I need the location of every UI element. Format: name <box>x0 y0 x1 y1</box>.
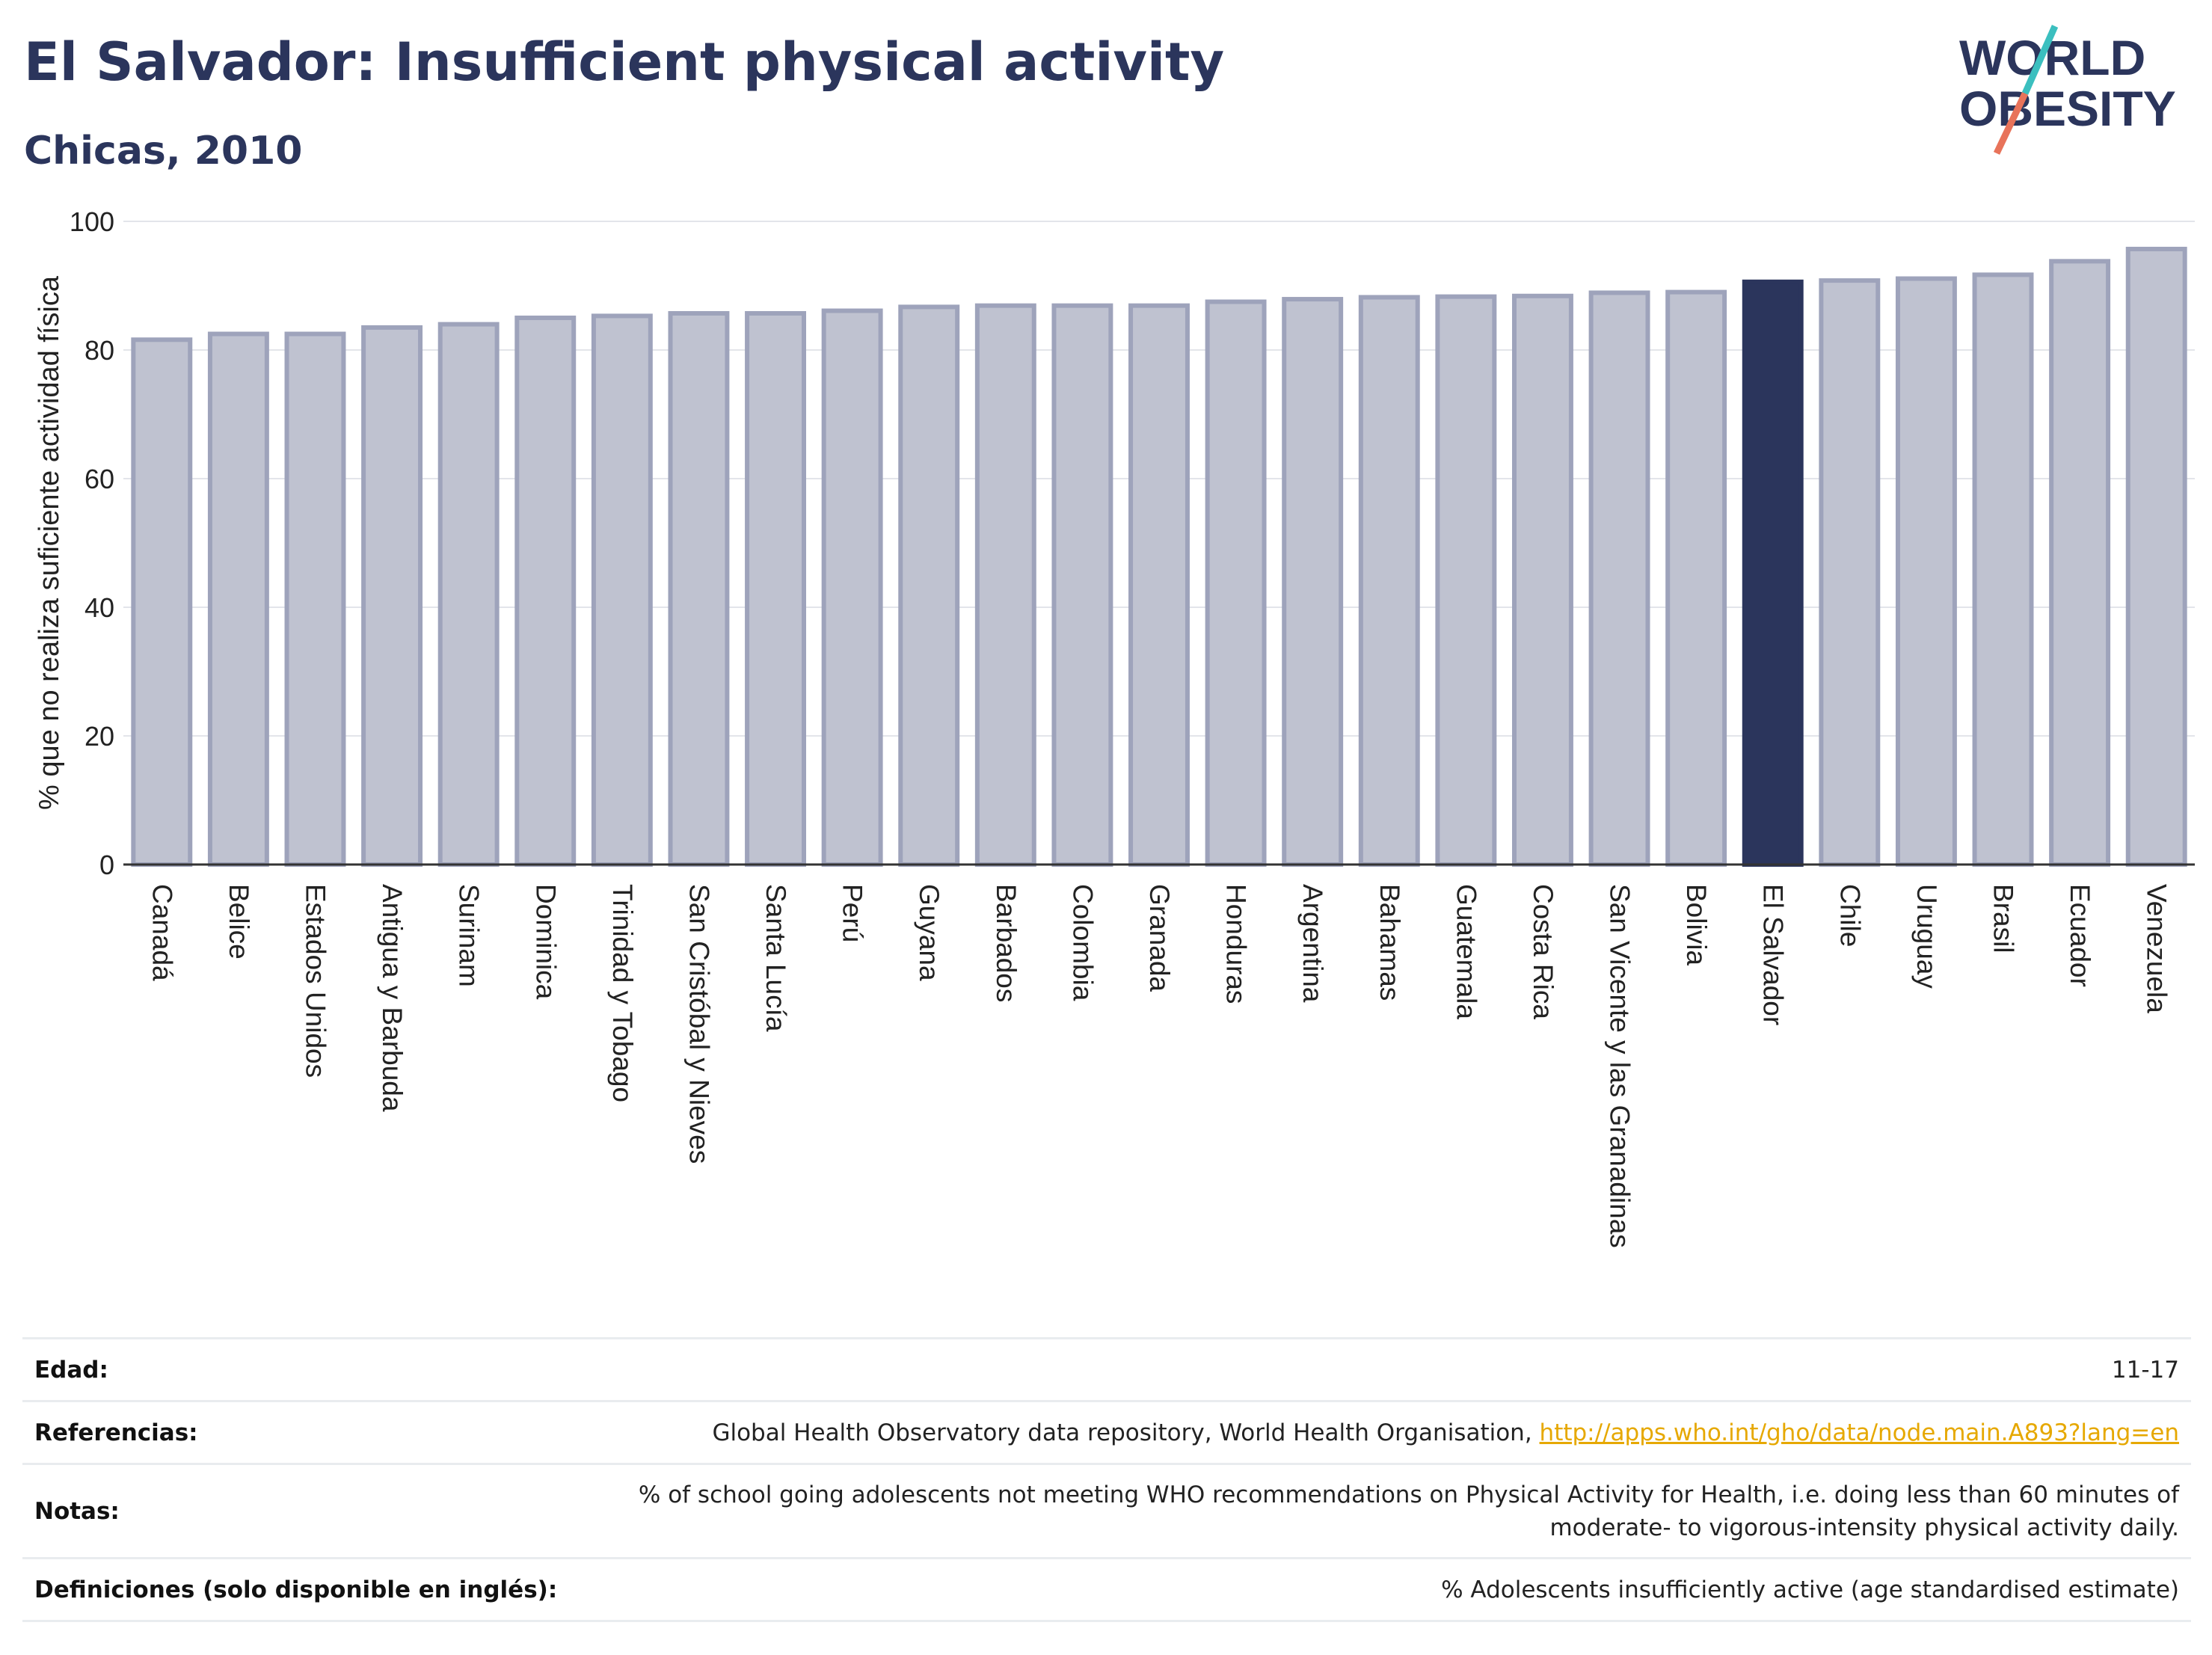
bar-chart: 0 20 40 60 80 100 Canadá Belice Estados Unidos A… <box>34 206 2195 1248</box>
bars <box>131 246 2187 868</box>
x-tick-label: Guatemala <box>1451 884 1481 1019</box>
bar <box>1435 294 1497 867</box>
bar <box>821 308 883 868</box>
info-label: Edad: <box>22 1337 570 1402</box>
bar <box>974 303 1036 868</box>
logo-slash-teal <box>2021 25 2059 95</box>
bar <box>1358 295 1420 868</box>
x-tick-label: Dominica <box>530 884 561 1000</box>
x-tick-labels: Canadá Belice Estados Unidos Antigua y Barb… <box>147 884 2172 1248</box>
x-tick-label: Costa Rica <box>1528 884 1558 1019</box>
x-tick-label: Surinam <box>454 884 485 987</box>
bar <box>207 331 269 867</box>
info-value: 11-17 <box>569 1337 2191 1402</box>
x-tick-label: Canadá <box>147 884 177 981</box>
x-tick-label: Estados Unidos <box>300 884 331 1078</box>
chart-title: El Salvador: Insufficient physical activ… <box>24 31 1225 93</box>
bar <box>131 337 193 867</box>
info-label: Referencias: <box>22 1400 570 1465</box>
bar <box>437 322 500 868</box>
logo-text-obesity: OBESITY <box>1959 81 2176 136</box>
info-label: Notas: <box>22 1463 570 1559</box>
bar <box>1819 278 1881 867</box>
info-label: Definiciones (solo disponible en inglés)… <box>22 1557 570 1622</box>
x-tick-label: San Vicente y las Granadinas <box>1605 884 1635 1248</box>
x-tick-label: Ecuador <box>2065 884 2095 987</box>
info-row: Edad: 11-17 <box>22 1337 2191 1402</box>
info-row: Referencias: Global Health Observatory da… <box>22 1400 2191 1465</box>
info-value: Global Health Observatory data repositor… <box>569 1400 2191 1465</box>
bar <box>591 313 653 868</box>
y-tick-label: 80 <box>85 335 114 366</box>
bar <box>1205 299 1267 867</box>
x-tick-label: Trinidad y Tobago <box>607 884 638 1102</box>
x-tick-label: Antigua y Barbuda <box>377 884 408 1112</box>
y-tick-label: 60 <box>85 464 114 494</box>
x-tick-label: Uruguay <box>1911 884 1942 989</box>
bar <box>514 316 577 867</box>
x-tick-label: Colombia <box>1067 884 1098 1001</box>
x-tick-label: Chile <box>1834 884 1865 947</box>
x-tick-label: Honduras <box>1221 884 1252 1004</box>
x-tick-label: Venezuela <box>2142 884 2172 1013</box>
bar <box>284 331 346 867</box>
y-tick-label: 100 <box>70 206 114 237</box>
info-value: % Adolescents insufficiently active (age… <box>569 1557 2191 1622</box>
bar <box>1128 303 1190 868</box>
x-tick-label: Santa Lucía <box>761 884 791 1032</box>
y-tick-label: 0 <box>99 850 114 880</box>
bar <box>1895 276 1957 868</box>
x-tick-label: Brasil <box>1988 884 2019 954</box>
info-table: Edad: 11-17 Referencias: Global Health Obse… <box>22 1337 2191 1622</box>
x-tick-label: Belice <box>224 884 254 959</box>
bar <box>1972 272 2034 867</box>
y-tick-label: 40 <box>85 592 114 623</box>
bar <box>361 325 423 867</box>
info-row: Definiciones (solo disponible en inglés)… <box>22 1557 2191 1622</box>
reference-link[interactable]: http://apps.who.int/gho/data/node.main.A… <box>1539 1419 2179 1446</box>
bar <box>1588 290 1650 867</box>
x-tick-label: Perú <box>838 884 868 942</box>
x-tick-label: Guyana <box>914 884 944 981</box>
y-axis-label: % que no realiza suficiente actividad fí… <box>34 275 65 810</box>
x-tick-label: Argentina <box>1297 884 1328 1003</box>
bar <box>2125 246 2187 868</box>
x-tick-label: El Salvador <box>1758 884 1789 1025</box>
bar-highlighted <box>1742 279 1804 867</box>
chart-subtitle: Chicas, 2010 <box>24 129 303 174</box>
y-tick-labels: 0 20 40 60 80 100 <box>70 206 114 880</box>
bar <box>1665 289 1727 868</box>
bar <box>1512 293 1573 867</box>
bar <box>745 310 806 868</box>
bar <box>898 304 960 867</box>
logo-slash-coral <box>1993 92 2029 155</box>
y-tick-label: 20 <box>85 721 114 752</box>
bar <box>2049 259 2111 867</box>
x-tick-label: Bolivia <box>1681 884 1712 965</box>
x-tick-label: Bahamas <box>1374 884 1405 1001</box>
x-tick-label: Barbados <box>991 884 1021 1002</box>
world-obesity-logo: WORLD OBESITY <box>1959 25 2176 155</box>
info-row: Notas:% of school going adolescents not … <box>22 1463 2191 1559</box>
x-tick-label: Granada <box>1144 884 1175 992</box>
bar <box>1282 297 1344 867</box>
bar <box>1051 303 1113 868</box>
info-value: % of school going adolescents not meetin… <box>569 1463 2191 1559</box>
bar <box>668 310 730 868</box>
x-tick-label: San Cristóbal y Nieves <box>683 884 714 1164</box>
